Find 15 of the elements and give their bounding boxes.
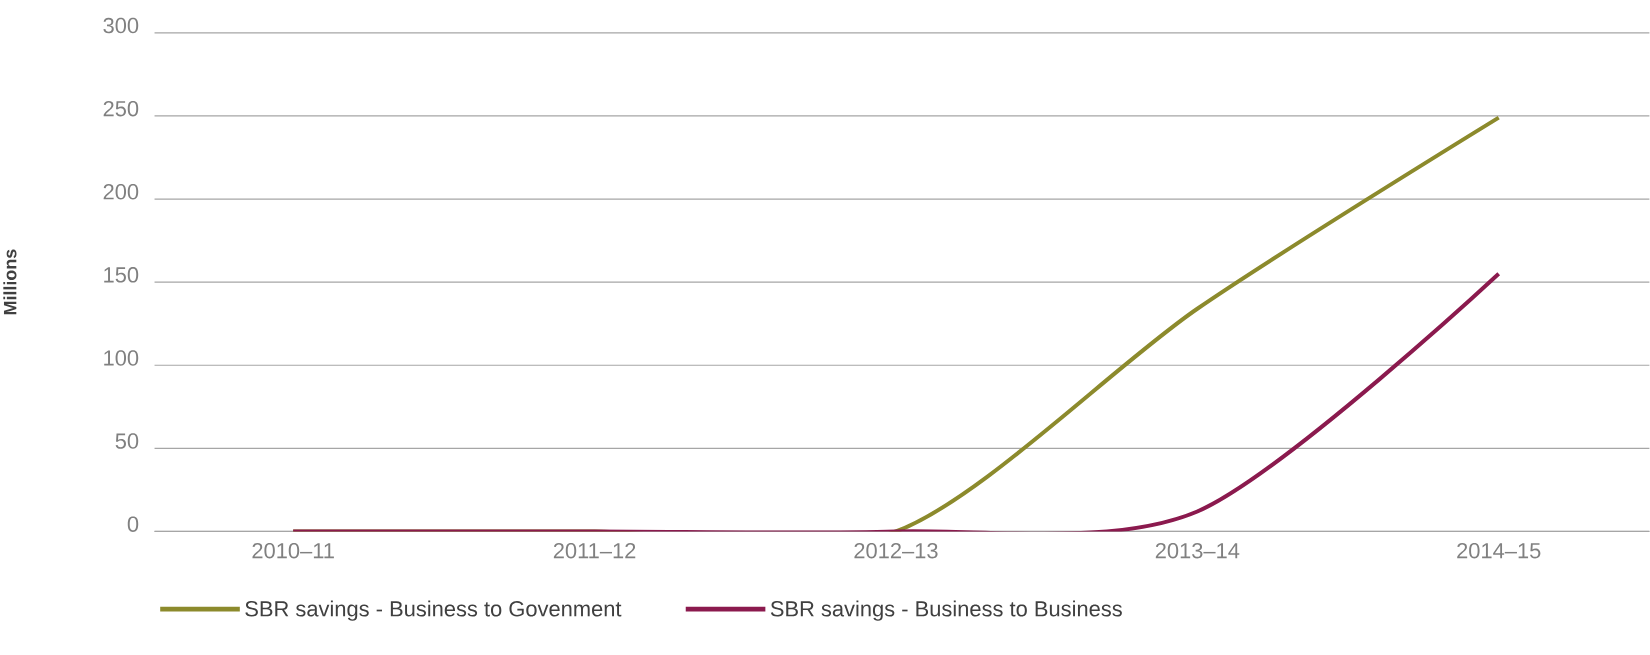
x-tick-label: 2014–15 — [1457, 542, 1541, 559]
y-tick-label: 0 — [127, 516, 139, 532]
y-tick-label: 300 — [103, 17, 139, 34]
y-tick-label: 100 — [104, 350, 139, 366]
y-axis-title: Millions — [3, 249, 17, 315]
x-tick-label: 2013–14 — [1155, 542, 1240, 559]
x-tick-label: 2012–13 — [854, 542, 938, 559]
y-tick-label: 150 — [104, 267, 139, 283]
y-tick-label: 50 — [115, 433, 139, 449]
x-tick-label: 2010–11 — [252, 542, 334, 559]
y-tick-label: 250 — [103, 100, 139, 117]
legend-label: SBR savings - Business to Govenment — [245, 600, 622, 621]
y-tick-label: 200 — [103, 184, 139, 200]
legend-label: SBR savings - Business to Business — [770, 600, 1122, 621]
x-tick-label: 2011–12 — [553, 542, 636, 559]
